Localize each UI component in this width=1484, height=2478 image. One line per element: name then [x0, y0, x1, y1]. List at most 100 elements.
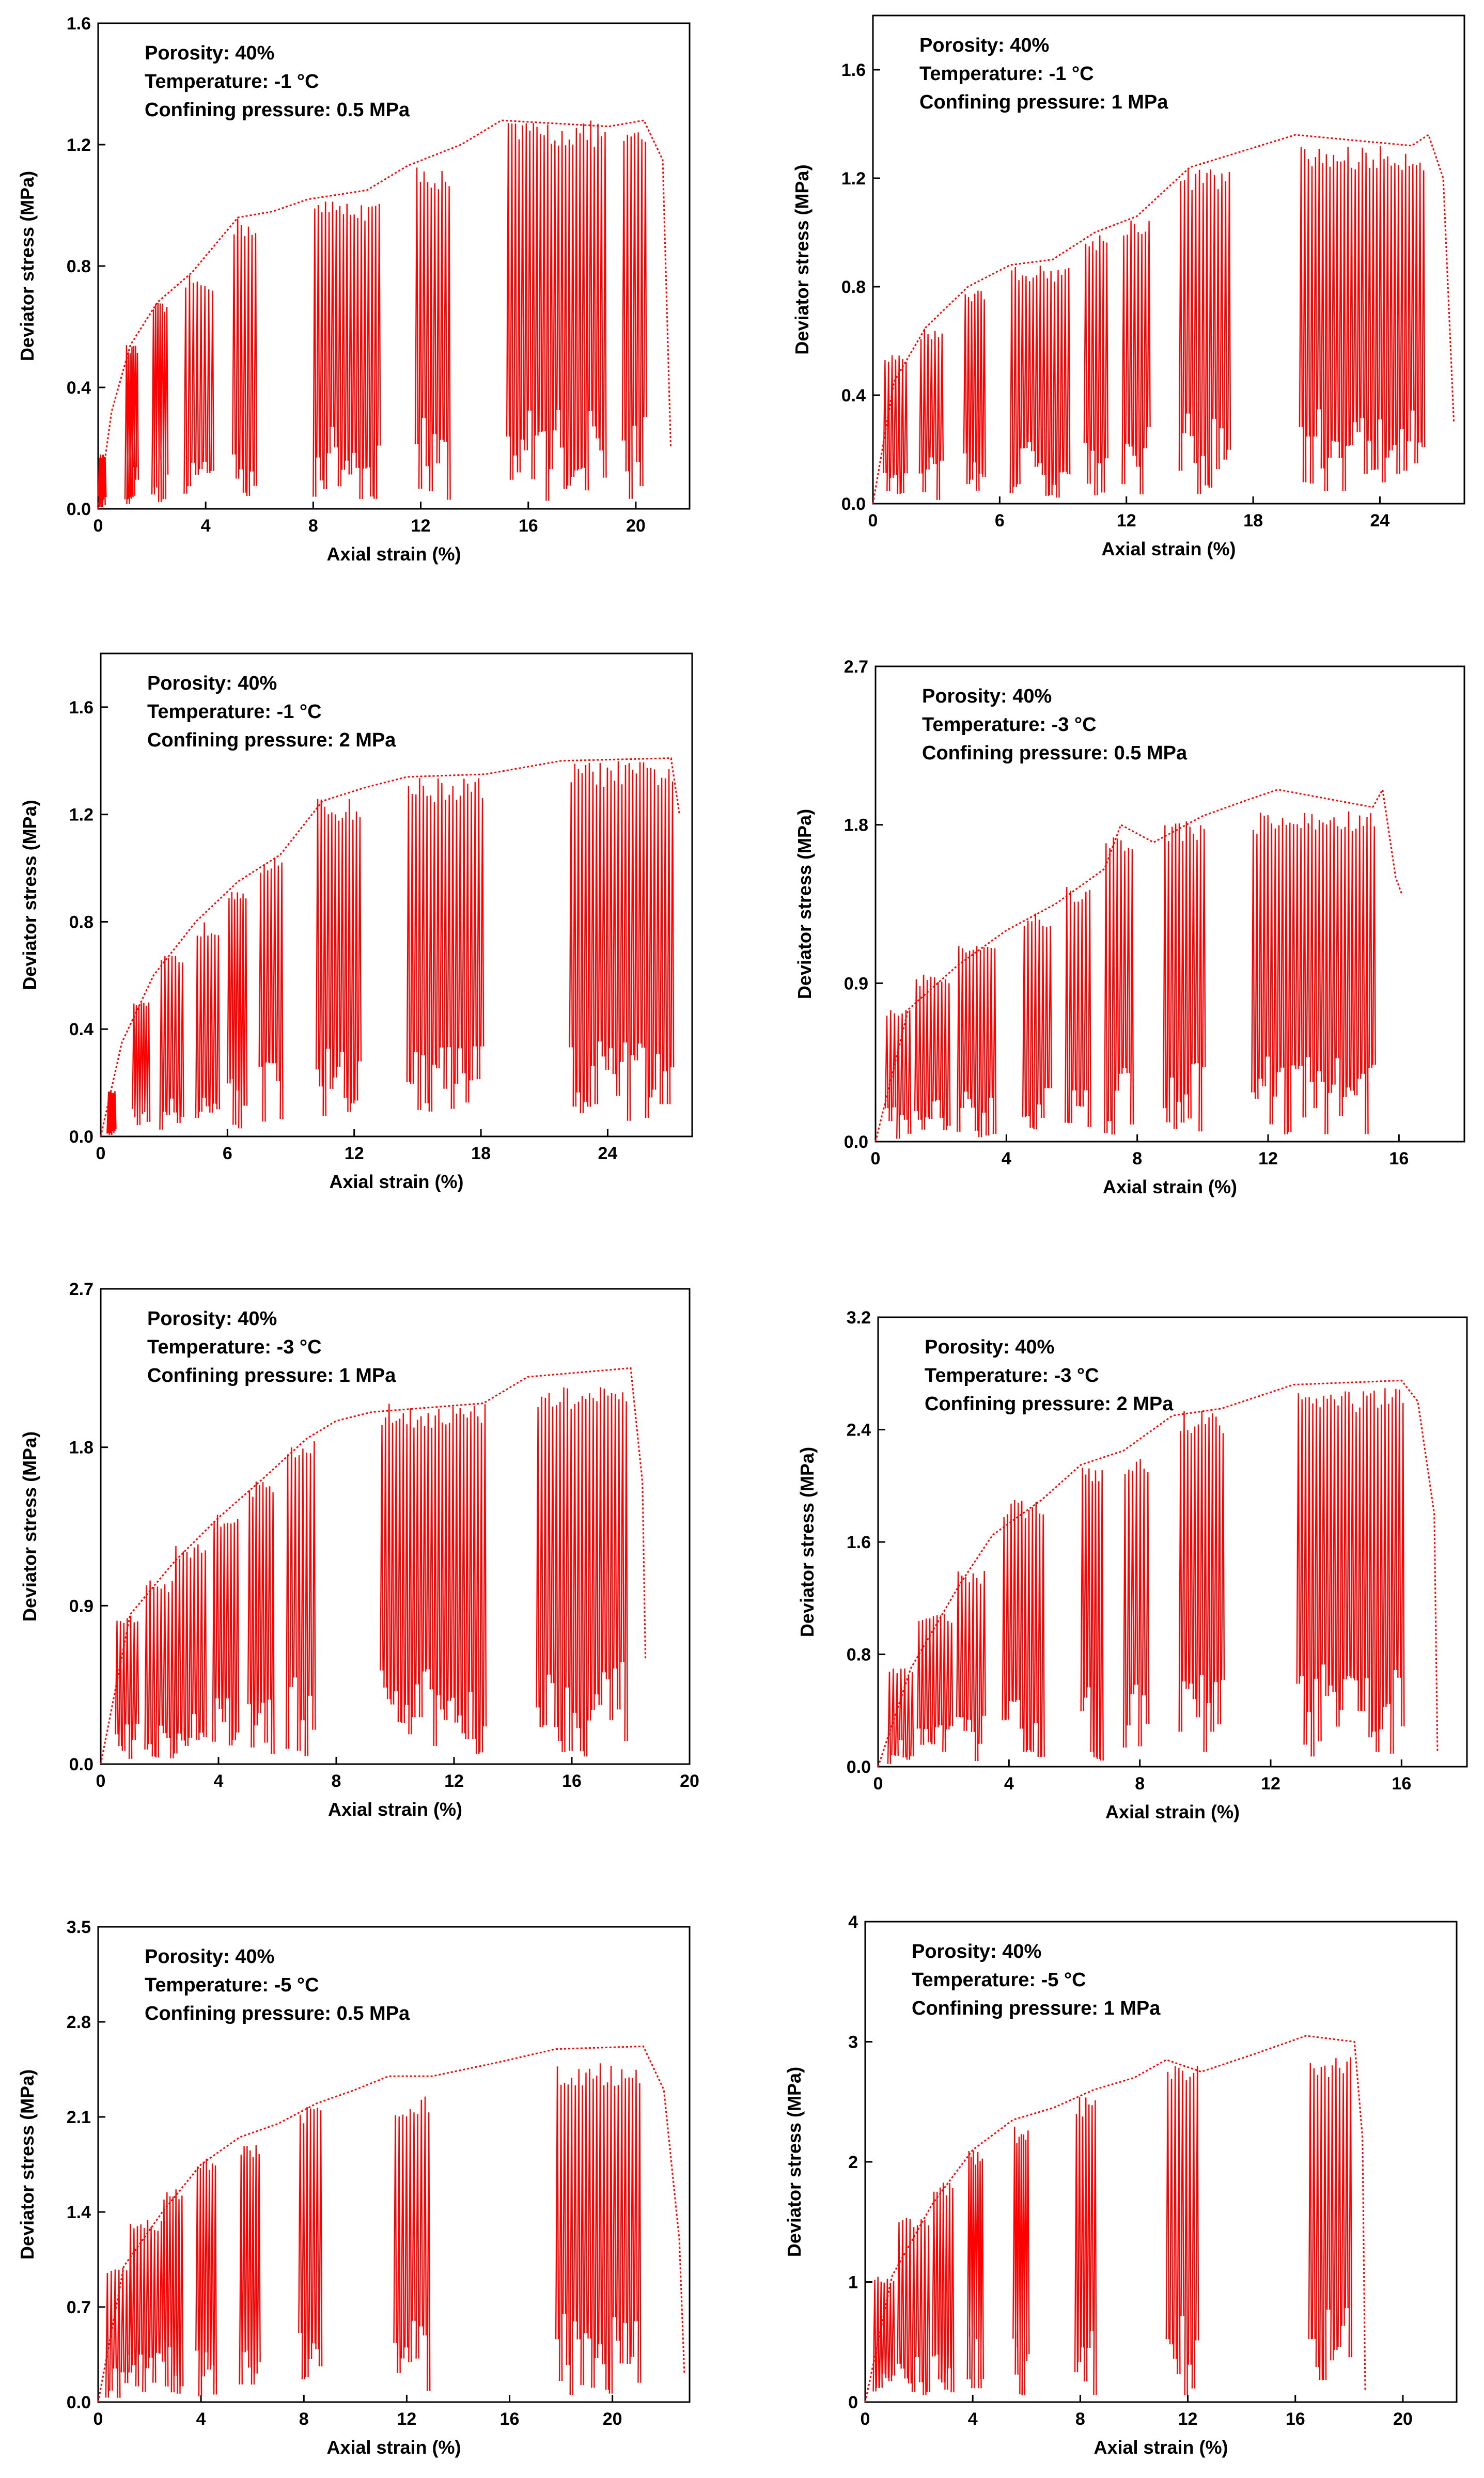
- x-tick-label: 12: [1178, 2409, 1198, 2429]
- envelope-curve: [100, 1367, 646, 1765]
- x-tick-label: 12: [345, 1144, 364, 1163]
- chart-panel-7: 0 4 8 12 16 20 0.0 0.7 1.4 2.1 2.8 3.5 Axial strain …: [17, 1918, 691, 2458]
- hysteresis-loop-group: [124, 345, 139, 504]
- x-tick-label: 12: [444, 1771, 464, 1791]
- x-axis-label: Axial strain (%): [1105, 1801, 1240, 1822]
- x-tick-label: 4: [1002, 1149, 1011, 1168]
- envelope-curve: [100, 757, 680, 1137]
- hysteresis-loop-group: [1012, 2126, 1030, 2395]
- annotation-line: Porosity: 40%: [147, 1308, 277, 1330]
- y-tick-label: 1.6: [67, 14, 91, 34]
- x-axis-label: Axial strain (%): [329, 1171, 463, 1192]
- hysteresis-loop-group: [1104, 837, 1134, 1135]
- y-tick-label: 0.8: [67, 257, 91, 276]
- hysteresis-loop-group: [887, 1668, 914, 1765]
- y-tick-label: 1.8: [844, 816, 868, 835]
- annotation-line: Porosity: 40%: [919, 35, 1049, 56]
- hysteresis-loop-group: [159, 956, 184, 1130]
- hysteresis-loop-group: [393, 2096, 431, 2391]
- annotation-line: Confining pressure: 0.5 MPa: [145, 2003, 410, 2024]
- hysteresis-loop-group: [195, 2158, 217, 2397]
- x-tick-label: 8: [1132, 1149, 1142, 1168]
- hysteresis-loop-group: [247, 1481, 275, 1754]
- y-tick-label: 1: [848, 2273, 858, 2293]
- hysteresis-loop-group: [285, 1441, 316, 1756]
- annotation-line: Porosity: 40%: [922, 685, 1052, 707]
- plot-frame: [874, 665, 1465, 1143]
- annotation-line: Confining pressure: 1 MPa: [919, 91, 1168, 113]
- x-tick-label: 16: [519, 516, 538, 536]
- hysteresis-loop-group: [1002, 1500, 1045, 1757]
- x-tick-label: 12: [397, 2409, 416, 2429]
- x-tick-label: 16: [1392, 1774, 1411, 1794]
- envelope-curve: [872, 133, 1455, 504]
- y-tick-label: 1.2: [841, 169, 866, 189]
- x-tick-label: 0: [93, 2409, 103, 2429]
- hysteresis-loop-group: [115, 1615, 139, 1759]
- chart-panel-5: 0 4 8 12 16 20 0.0 0.9 1.8 2.7 Axial strain (%) Dev…: [19, 1280, 699, 1820]
- hysteresis-loop-group: [239, 2145, 261, 2385]
- envelope-curve: [97, 2045, 685, 2403]
- annotation-line: Porosity: 40%: [145, 1946, 274, 1968]
- y-tick-label: 1.6: [847, 1533, 871, 1552]
- x-tick-label: 4: [1004, 1774, 1014, 1794]
- hysteresis-loop-group: [883, 355, 908, 494]
- hysteresis-loop-group: [918, 329, 944, 500]
- hysteresis-loop-group: [174, 1544, 207, 1747]
- x-tick-label: 20: [603, 2409, 622, 2429]
- y-tick-label: 0.9: [69, 1596, 93, 1616]
- hysteresis-loop-group: [1065, 886, 1091, 1127]
- plot-frame: [97, 1926, 691, 2403]
- x-axis-label: Axial strain (%): [326, 2437, 461, 2458]
- x-tick-label: 12: [1117, 511, 1136, 531]
- annotation-line: Temperature: -3 °C: [147, 1336, 322, 1358]
- y-tick-label: 0.4: [69, 1020, 93, 1039]
- x-tick-label: 16: [562, 1771, 582, 1791]
- hysteresis-loop-group: [195, 922, 221, 1118]
- hysteresis-loop-group: [132, 1002, 151, 1126]
- annotation-line: Temperature: -3 °C: [922, 714, 1097, 736]
- hysteresis-loop-group: [1080, 1468, 1104, 1761]
- x-tick-label: 0: [871, 1149, 881, 1168]
- annotation-line: Confining pressure: 2 MPa: [147, 729, 396, 751]
- hysteresis-loop-group: [227, 892, 248, 1129]
- x-tick-label: 12: [411, 516, 431, 536]
- x-tick-label: 8: [1135, 1774, 1145, 1794]
- hysteresis-loop-group: [1299, 146, 1426, 491]
- hysteresis-loop-group: [313, 201, 381, 500]
- annotation-line: Temperature: -1 °C: [145, 71, 319, 92]
- hysteresis-loop-group: [957, 946, 997, 1137]
- x-tick-label: 6: [995, 511, 1005, 531]
- y-tick-label: 0.8: [847, 1645, 871, 1665]
- hysteresis-loop-group: [183, 275, 214, 494]
- y-tick-label: 2.4: [847, 1421, 871, 1440]
- hysteresis-loop-group: [1178, 1411, 1225, 1752]
- y-tick-label: 0.7: [67, 2298, 91, 2317]
- y-axis-label: Deviator stress (MPa): [19, 800, 40, 990]
- hysteresis-loop-group: [1165, 2065, 1199, 2395]
- y-tick-label: 0: [848, 2393, 858, 2412]
- hysteresis-loop-group: [414, 167, 451, 500]
- x-tick-label: 20: [680, 1771, 699, 1791]
- x-axis-label: Axial strain (%): [1103, 1176, 1237, 1197]
- x-tick-label: 12: [1258, 1149, 1278, 1168]
- x-tick-label: 16: [1286, 2409, 1305, 2429]
- x-tick-label: 8: [1075, 2409, 1085, 2429]
- y-axis-label: Deviator stress (MPa): [796, 1447, 818, 1637]
- hysteresis-loop-group: [931, 2183, 955, 2393]
- hysteresis-loop-group: [97, 454, 107, 507]
- x-tick-label: 24: [1370, 511, 1390, 531]
- y-axis-label: Deviator stress (MPa): [17, 171, 38, 361]
- y-tick-label: 2.1: [67, 2108, 91, 2127]
- hysteresis-loop-group: [106, 1090, 117, 1135]
- hysteresis-loop-group: [1178, 168, 1231, 494]
- y-tick-label: 0.0: [67, 500, 91, 519]
- hysteresis-loop-group: [555, 2063, 642, 2395]
- y-tick-label: 0.9: [844, 974, 868, 993]
- hysteresis-loop-group: [963, 290, 986, 491]
- y-tick-label: 2.7: [844, 657, 868, 677]
- hysteresis-loop-group: [258, 858, 284, 1122]
- hysteresis-loop-group: [144, 1580, 178, 1758]
- annotation-line: Temperature: -1 °C: [919, 63, 1094, 85]
- hysteresis-loop-group: [621, 132, 647, 499]
